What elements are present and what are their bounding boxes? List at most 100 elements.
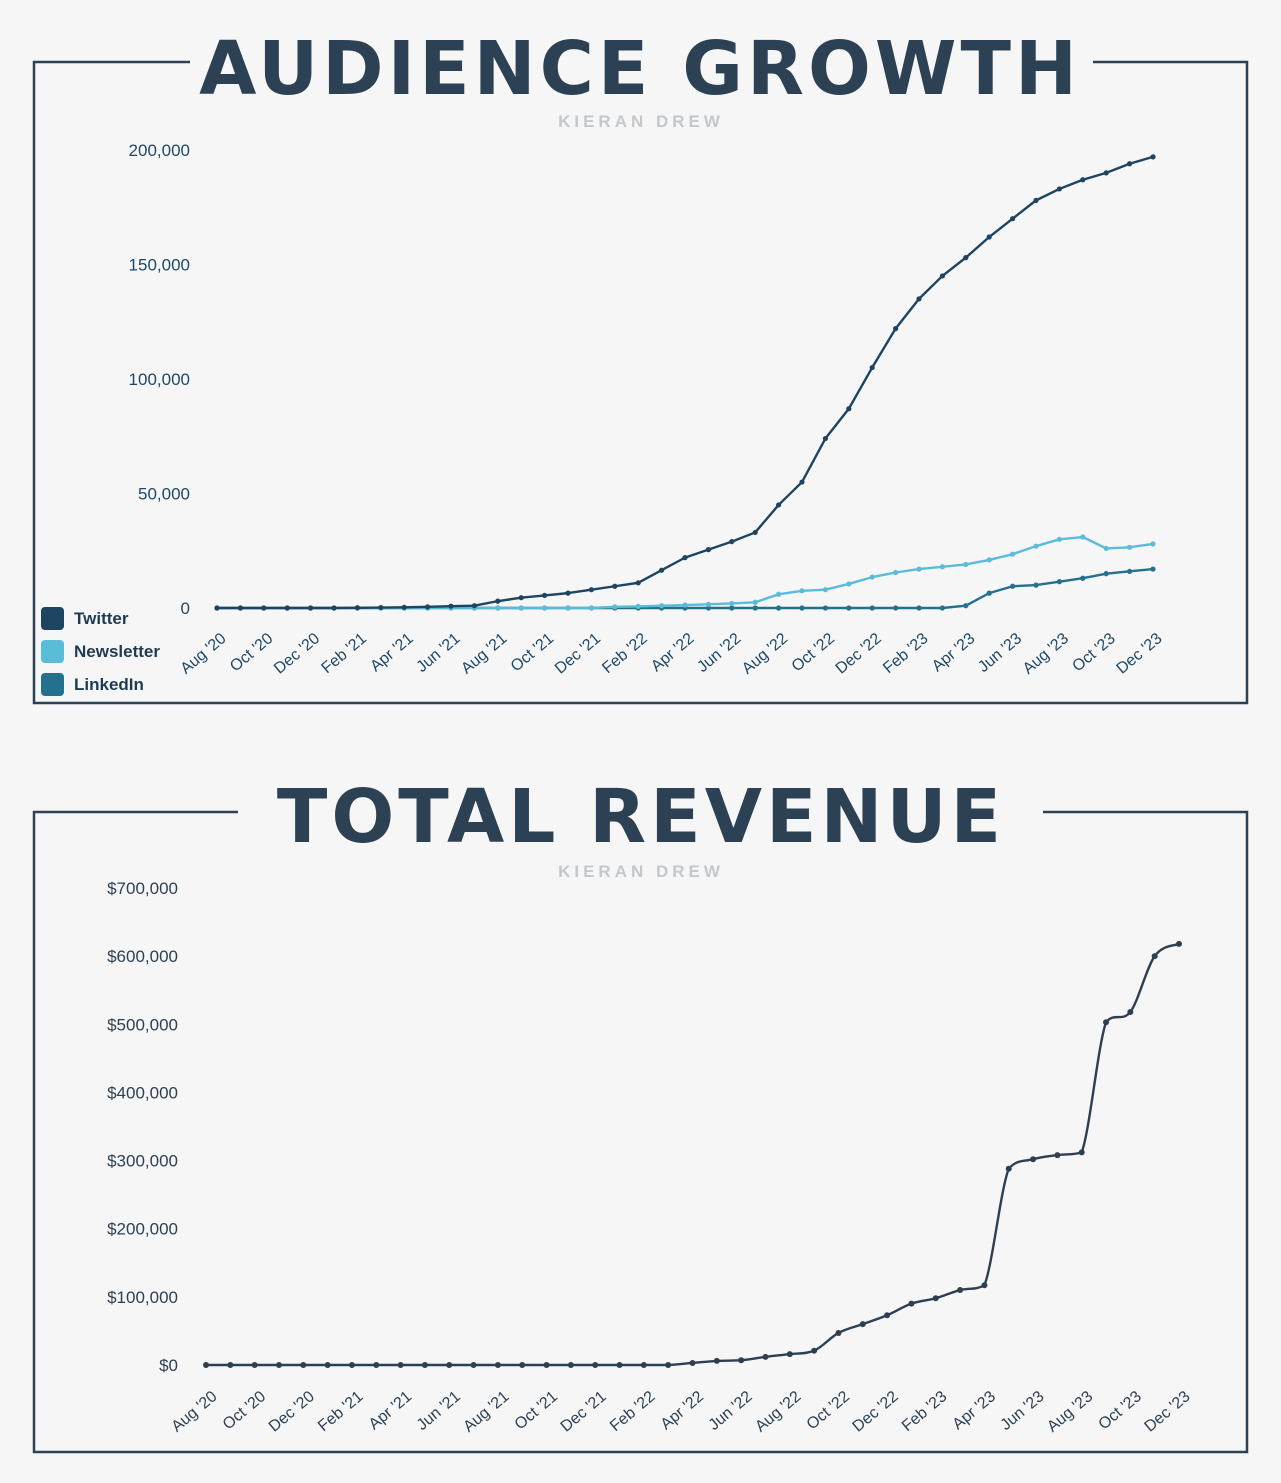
data-point-newsletter bbox=[495, 605, 501, 611]
data-point-revenue bbox=[932, 1295, 939, 1302]
data-point-revenue bbox=[1176, 940, 1182, 947]
data-point-linkedin bbox=[916, 605, 922, 611]
data-point-revenue bbox=[1103, 1019, 1110, 1026]
data-point-linkedin bbox=[705, 605, 712, 611]
data-point-twitter bbox=[776, 502, 782, 508]
data-point-newsletter bbox=[752, 599, 758, 605]
y-tick-label: $700,000 bbox=[107, 879, 178, 898]
data-point-newsletter bbox=[1056, 536, 1062, 542]
data-point-twitter bbox=[542, 592, 548, 599]
data-point-revenue bbox=[227, 1362, 234, 1368]
data-point-linkedin bbox=[869, 605, 875, 611]
data-point-linkedin bbox=[1080, 575, 1086, 581]
x-tick-label: Dec '21 bbox=[558, 1388, 610, 1436]
data-point-newsletter bbox=[565, 605, 571, 611]
data-point-newsletter bbox=[1150, 541, 1156, 547]
data-point-twitter bbox=[963, 255, 969, 261]
data-point-newsletter bbox=[588, 605, 595, 611]
data-point-newsletter bbox=[963, 561, 969, 568]
x-tick-label: Aug '23 bbox=[1020, 630, 1072, 678]
data-point-twitter bbox=[846, 406, 852, 412]
data-point-newsletter bbox=[542, 605, 548, 611]
data-point-twitter bbox=[822, 435, 829, 442]
x-tick-label: Oct '23 bbox=[1095, 1388, 1144, 1433]
legend-swatch-twitter bbox=[41, 607, 64, 630]
data-point-revenue bbox=[421, 1362, 428, 1368]
x-tick-label: Jun '22 bbox=[694, 630, 744, 676]
x-tick-label: Apr '21 bbox=[366, 1388, 415, 1433]
data-point-newsletter bbox=[612, 604, 618, 610]
data-point-revenue bbox=[446, 1362, 453, 1368]
x-tick-label: Dec '21 bbox=[552, 630, 604, 678]
data-point-revenue bbox=[519, 1362, 526, 1368]
data-point-revenue bbox=[738, 1357, 745, 1364]
data-point-revenue bbox=[811, 1347, 818, 1354]
x-tick-label: Apr '22 bbox=[658, 1388, 707, 1433]
x-tick-label: Dec '22 bbox=[850, 1388, 902, 1436]
x-tick-label: Aug '21 bbox=[460, 1388, 512, 1436]
data-point-twitter bbox=[869, 364, 875, 371]
x-tick-label: Dec '22 bbox=[833, 630, 885, 678]
data-point-newsletter bbox=[776, 591, 782, 597]
data-point-newsletter bbox=[939, 564, 946, 570]
total-revenue-panel: TOTAL REVENUE KIERAN DREW $0 $100,000 $200… bbox=[32, 774, 1249, 1454]
x-tick-label: Apr '23 bbox=[929, 630, 978, 675]
y-tick-label: 50,000 bbox=[138, 485, 190, 504]
data-point-newsletter bbox=[729, 600, 735, 607]
data-point-twitter bbox=[729, 538, 735, 545]
x-tick-label: Feb '21 bbox=[315, 1388, 367, 1435]
data-point-linkedin bbox=[799, 605, 805, 611]
data-point-revenue bbox=[859, 1321, 866, 1328]
y-tick-label: 0 bbox=[181, 599, 190, 618]
x-tick-label: Aug '21 bbox=[458, 630, 510, 678]
y-tick-label: 200,000 bbox=[129, 141, 190, 160]
data-point-twitter bbox=[378, 604, 384, 611]
data-point-twitter bbox=[635, 580, 641, 586]
data-point-twitter bbox=[401, 604, 407, 610]
data-point-twitter bbox=[939, 273, 946, 279]
data-point-revenue bbox=[543, 1362, 550, 1368]
data-point-twitter bbox=[916, 296, 922, 302]
data-point-twitter bbox=[495, 598, 501, 604]
data-point-newsletter bbox=[1080, 534, 1086, 540]
data-point-linkedin bbox=[986, 590, 992, 596]
series-line-revenue bbox=[204, 942, 1181, 1367]
data-point-revenue bbox=[397, 1362, 404, 1368]
x-tick-label: Jun '23 bbox=[975, 630, 1025, 676]
data-point-revenue bbox=[957, 1287, 964, 1294]
data-point-newsletter bbox=[1127, 544, 1133, 550]
data-point-revenue bbox=[689, 1359, 696, 1366]
data-point-twitter bbox=[565, 590, 571, 596]
x-tick-label: Oct '20 bbox=[227, 630, 276, 675]
y-tick-label: $200,000 bbox=[107, 1220, 178, 1239]
data-point-twitter bbox=[659, 567, 665, 573]
data-point-twitter bbox=[425, 604, 431, 610]
data-point-revenue bbox=[762, 1353, 769, 1360]
data-point-newsletter bbox=[659, 603, 665, 609]
data-point-linkedin bbox=[1010, 583, 1016, 589]
data-point-revenue bbox=[640, 1362, 647, 1368]
x-tick-label: Jun '23 bbox=[998, 1388, 1048, 1434]
data-point-newsletter bbox=[1033, 543, 1039, 549]
series-line-newsletter bbox=[215, 535, 1155, 610]
data-point-revenue bbox=[324, 1362, 331, 1368]
data-point-revenue bbox=[251, 1362, 258, 1368]
data-point-revenue bbox=[1005, 1165, 1012, 1172]
data-point-revenue bbox=[1054, 1152, 1061, 1159]
data-point-twitter bbox=[261, 605, 267, 611]
data-point-twitter bbox=[471, 603, 477, 609]
data-point-linkedin bbox=[1150, 566, 1156, 572]
x-tick-label: Jun '22 bbox=[706, 1388, 756, 1434]
legend-label-linkedin: LinkedIn bbox=[74, 675, 144, 694]
data-point-twitter bbox=[1150, 154, 1156, 160]
data-point-revenue bbox=[908, 1300, 915, 1307]
data-point-twitter bbox=[705, 547, 712, 553]
series-revenue bbox=[203, 940, 1182, 1368]
data-point-twitter bbox=[588, 587, 595, 593]
x-tick-label: Jun '21 bbox=[414, 630, 464, 676]
y-tick-label: $500,000 bbox=[107, 1015, 178, 1034]
y-tick-label: 150,000 bbox=[129, 256, 190, 275]
data-point-linkedin bbox=[1103, 571, 1109, 577]
